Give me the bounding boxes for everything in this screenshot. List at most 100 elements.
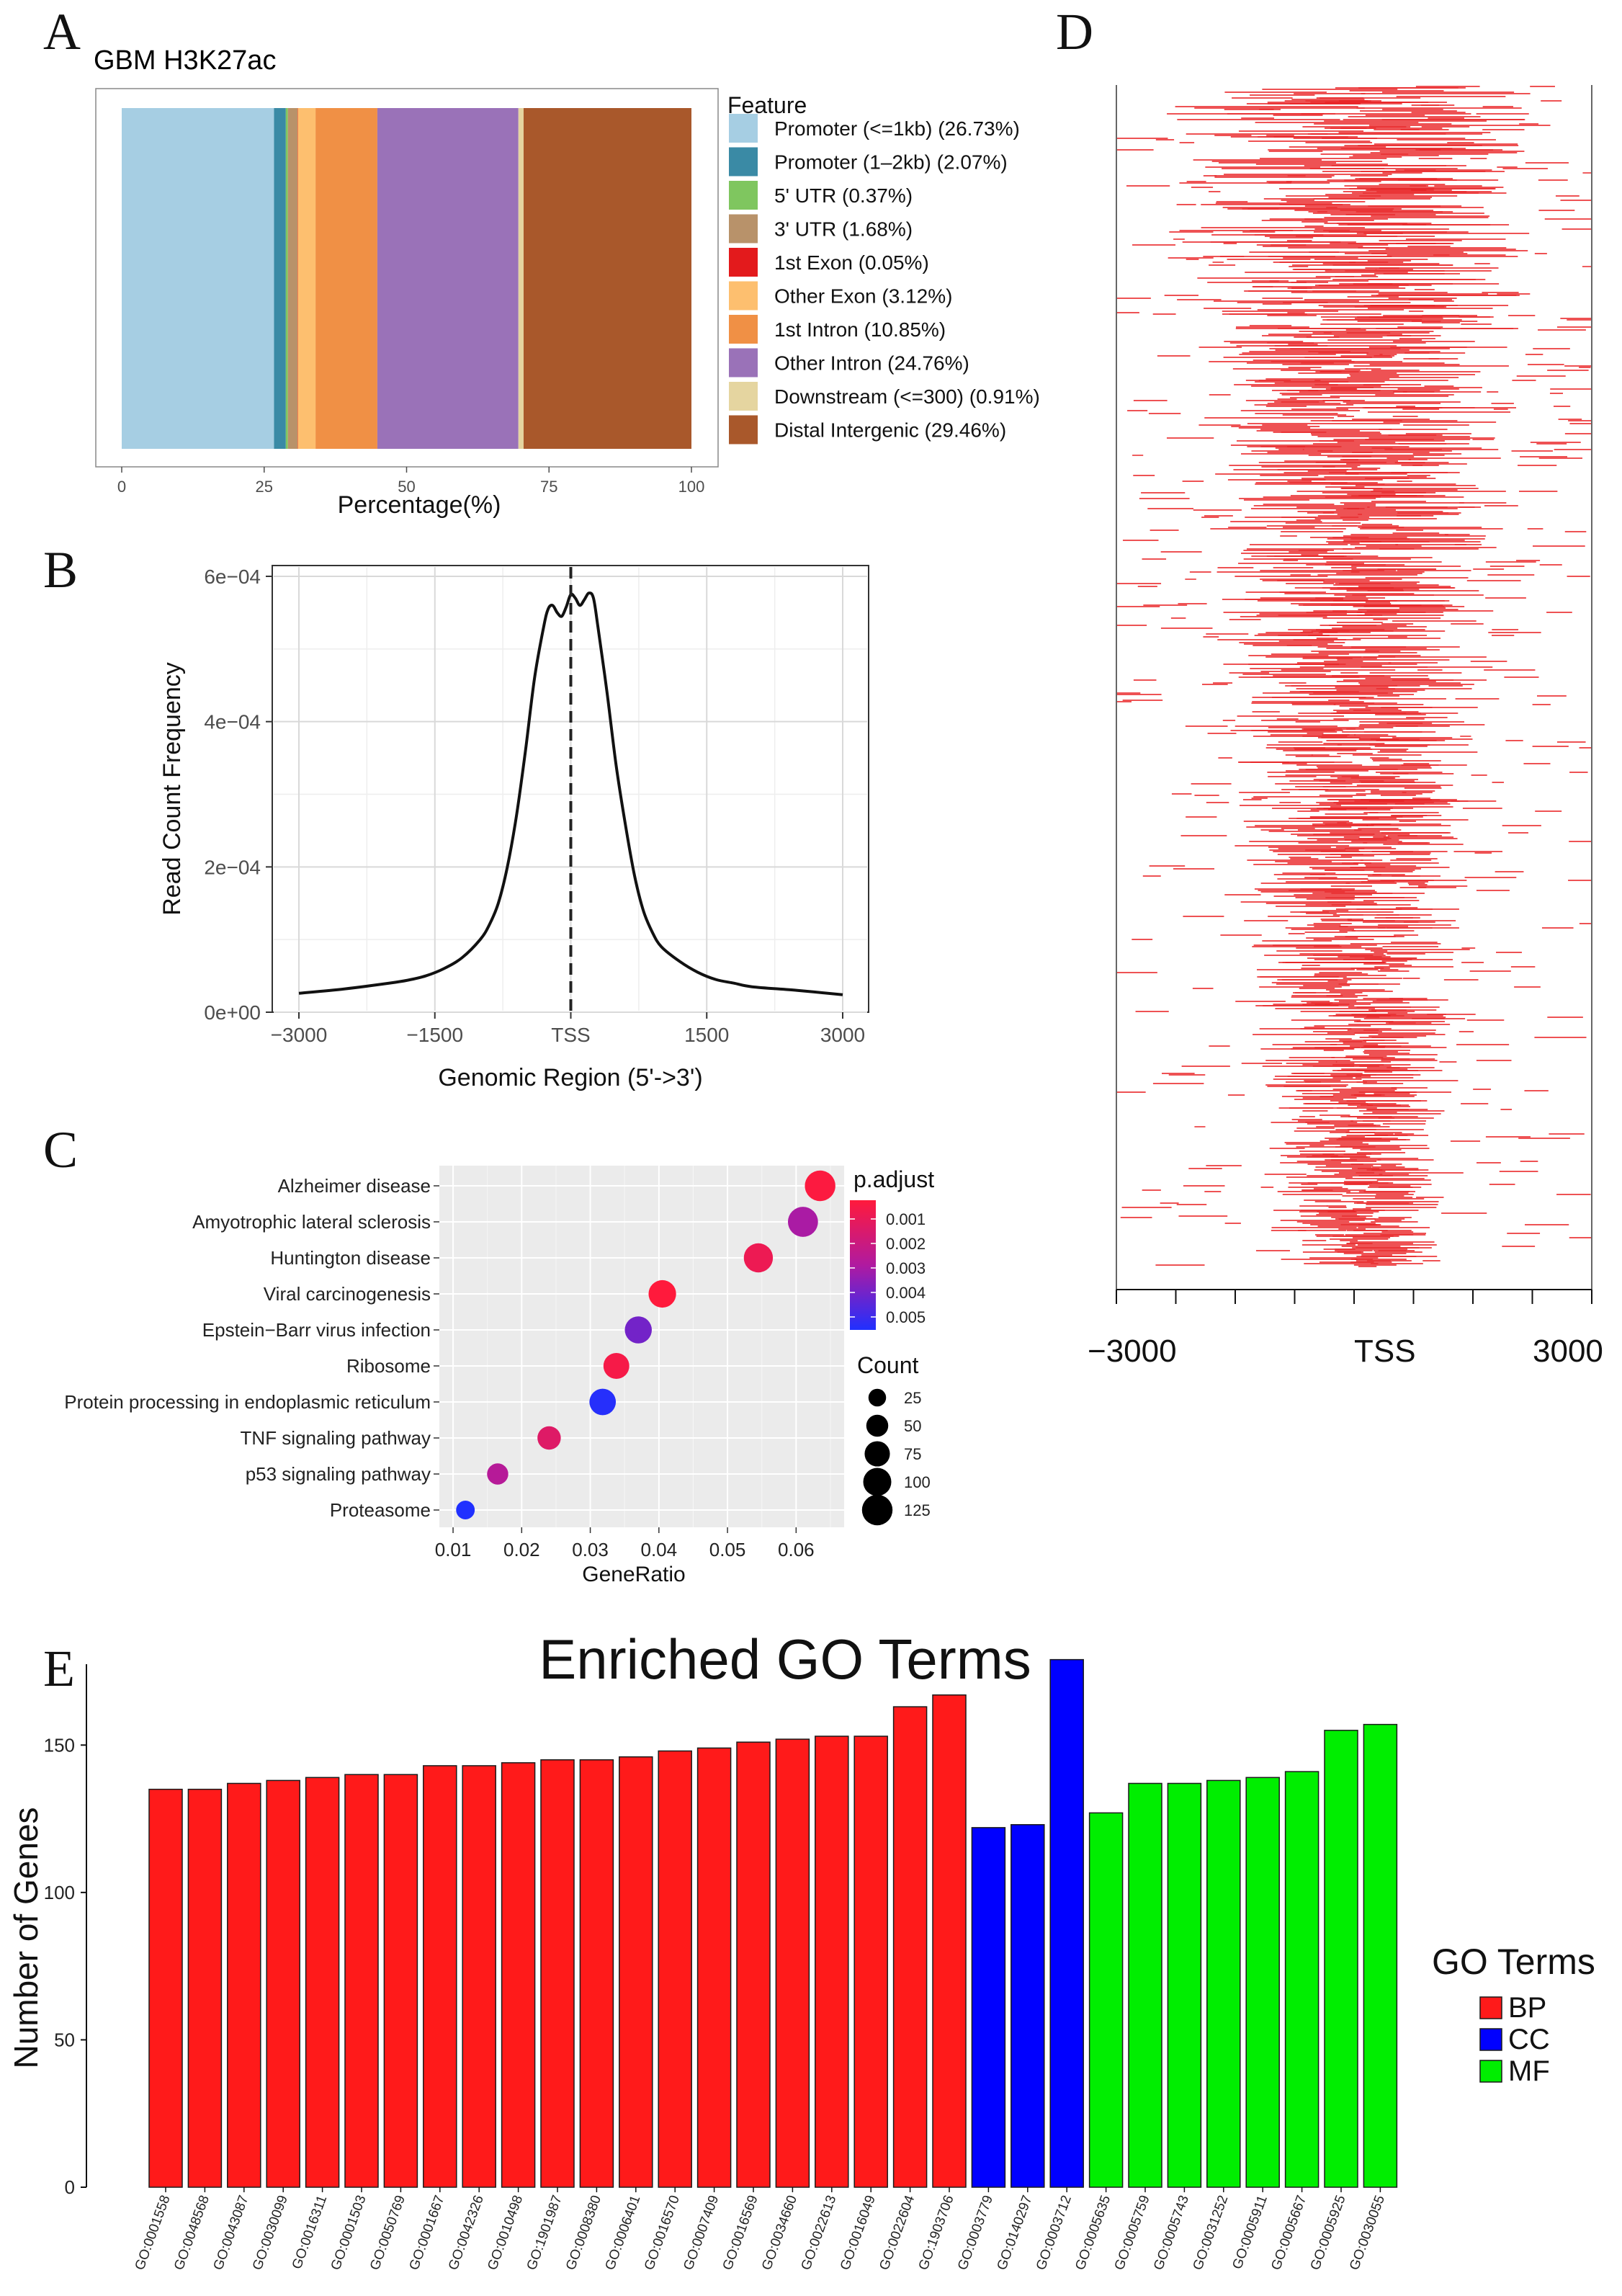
go-bar xyxy=(344,1774,379,2188)
x-tick-label: 75 xyxy=(540,478,557,496)
panel-letter-e: E xyxy=(43,1640,75,1697)
x-tick-label: GO:0001667 xyxy=(407,2194,448,2272)
x-tick-label: GO:0030055 xyxy=(1347,2194,1388,2272)
legend-swatch xyxy=(729,382,758,411)
legend-swatch xyxy=(729,348,758,378)
panel-d-x-axis: −3000 TSS 3000 xyxy=(1088,1289,1603,1369)
x-tick-label: TSS xyxy=(551,1024,590,1046)
x-tick-label: 3000 xyxy=(820,1024,865,1046)
x-tick-label: 0 xyxy=(117,478,126,496)
colorbar-label: 0.001 xyxy=(886,1210,926,1228)
go-bar xyxy=(815,1736,849,2188)
panel-letter-a: A xyxy=(43,3,81,61)
legend-label: Other Exon (3.12%) xyxy=(774,285,952,308)
go-bar xyxy=(1206,1779,1241,2188)
x-tick-label: 3000 xyxy=(1533,1334,1603,1369)
panel-b: B −3000 −1500 TSS 1500 3000 0e+00 2e−04 4e−04 6e… xyxy=(43,541,869,1091)
panel-c-y-labels: Alzheimer disease Amyotrophic lateral scl… xyxy=(64,1175,439,1521)
colorbar-label: 0.005 xyxy=(886,1308,926,1326)
go-bar xyxy=(1128,1782,1162,2188)
x-tick-label: GO:0008380 xyxy=(563,2194,604,2272)
panel-b-axes: −3000 −1500 TSS 1500 3000 0e+00 2e−04 4e−04 6e−0… xyxy=(204,566,865,1046)
x-tick-label: GO:0016569 xyxy=(720,2194,761,2272)
panel-c-padjust-colorbar xyxy=(850,1200,876,1330)
panel-e-legend-title: GO Terms xyxy=(1432,1942,1595,1982)
legend-label: 1st Exon (0.05%) xyxy=(774,251,929,274)
panel-a-legend: Promoter (<=1kb) (26.73%) Promoter (1–2kb… xyxy=(729,114,1040,445)
size-legend-label: 125 xyxy=(904,1501,931,1519)
panel-c-x-axis: 0.01 0.02 0.03 0.04 0.05 0.06 xyxy=(435,1527,815,1560)
size-legend-label: 75 xyxy=(904,1445,921,1463)
go-bar xyxy=(148,1788,183,2188)
x-tick-label: GO:0140297 xyxy=(995,2194,1036,2272)
stack-segment xyxy=(523,108,691,449)
legend-label: Downstream (<=300) (0.91%) xyxy=(774,385,1040,408)
data-point xyxy=(487,1463,508,1485)
go-bar xyxy=(932,1694,967,2188)
go-bar xyxy=(1245,1777,1280,2188)
x-tick-label: 50 xyxy=(398,478,415,496)
legend-swatch xyxy=(729,214,758,244)
y-tick-label: Amyotrophic lateral sclerosis xyxy=(192,1211,431,1233)
panel-letter-d: D xyxy=(1056,3,1093,61)
data-point xyxy=(787,1207,818,1237)
panel-a-x-axis: 0 25 50 75 100 xyxy=(117,467,704,496)
go-bar xyxy=(1049,1658,1084,2188)
go-bar xyxy=(187,1788,223,2188)
panel-e-title: Enriched GO Terms xyxy=(539,1627,1031,1691)
y-tick-label: Alzheimer disease xyxy=(278,1175,431,1197)
x-tick-label: −1500 xyxy=(406,1024,463,1046)
data-point xyxy=(743,1243,774,1273)
y-tick-label: 6e−04 xyxy=(204,566,261,588)
stack-segment xyxy=(122,108,274,449)
legend-swatch xyxy=(1479,1996,1502,2019)
legend-label: 5' UTR (0.37%) xyxy=(774,184,913,207)
go-bar xyxy=(971,1827,1006,2188)
y-tick-label: 0 xyxy=(65,2176,75,2198)
x-tick-label: GO:0043087 xyxy=(211,2194,252,2272)
panel-letter-c: C xyxy=(43,1121,78,1179)
x-tick-label: GO:0005667 xyxy=(1268,2194,1309,2272)
data-point xyxy=(805,1170,835,1202)
x-tick-label: GO:0034660 xyxy=(759,2194,800,2272)
go-bar xyxy=(1324,1730,1358,2188)
x-tick-label: GO:1901987 xyxy=(524,2194,565,2272)
go-bar xyxy=(540,1759,575,2188)
x-tick-label: GO:0003779 xyxy=(955,2194,996,2272)
stack-segment xyxy=(287,108,298,449)
panel-b-x-axis-title: Genomic Region (5'->3') xyxy=(438,1064,702,1091)
x-tick-label: 0.05 xyxy=(709,1539,746,1560)
y-tick-label: 2e−04 xyxy=(204,856,261,878)
x-tick-label: 0.06 xyxy=(778,1539,815,1560)
x-tick-label: −3000 xyxy=(271,1024,328,1046)
colorbar-label: 0.002 xyxy=(886,1235,926,1253)
legend-swatch xyxy=(729,315,758,344)
legend-swatch xyxy=(729,248,758,277)
x-tick-label: −3000 xyxy=(1088,1334,1177,1369)
go-bar xyxy=(696,1747,732,2188)
size-legend-dot xyxy=(861,1494,893,1526)
stack-segment xyxy=(518,108,524,449)
panel-c-grid xyxy=(439,1166,844,1527)
x-tick-label: TSS xyxy=(1354,1334,1416,1369)
data-point xyxy=(603,1353,629,1379)
go-bar xyxy=(853,1736,888,2188)
panel-d: D −3000 TSS 3000 xyxy=(1056,3,1603,1369)
legend-swatch xyxy=(729,147,758,177)
stack-segment xyxy=(285,108,288,449)
x-tick-label: 0.01 xyxy=(435,1539,472,1560)
y-tick-label: Ribosome xyxy=(346,1355,431,1377)
colorbar-label: 0.004 xyxy=(886,1284,926,1302)
data-point xyxy=(537,1426,561,1450)
go-bar xyxy=(383,1774,418,2188)
x-tick-label: 25 xyxy=(256,478,273,496)
x-tick-label: GO:0001503 xyxy=(328,2194,369,2272)
legend-label: Other Intron (24.76%) xyxy=(774,352,969,375)
x-tick-label: GO:0042326 xyxy=(446,2194,487,2272)
data-point xyxy=(456,1501,475,1519)
x-tick-label: GO:0003712 xyxy=(1034,2194,1075,2272)
panel-c-padjust-title: p.adjust xyxy=(853,1166,934,1192)
go-bar xyxy=(501,1762,536,2188)
